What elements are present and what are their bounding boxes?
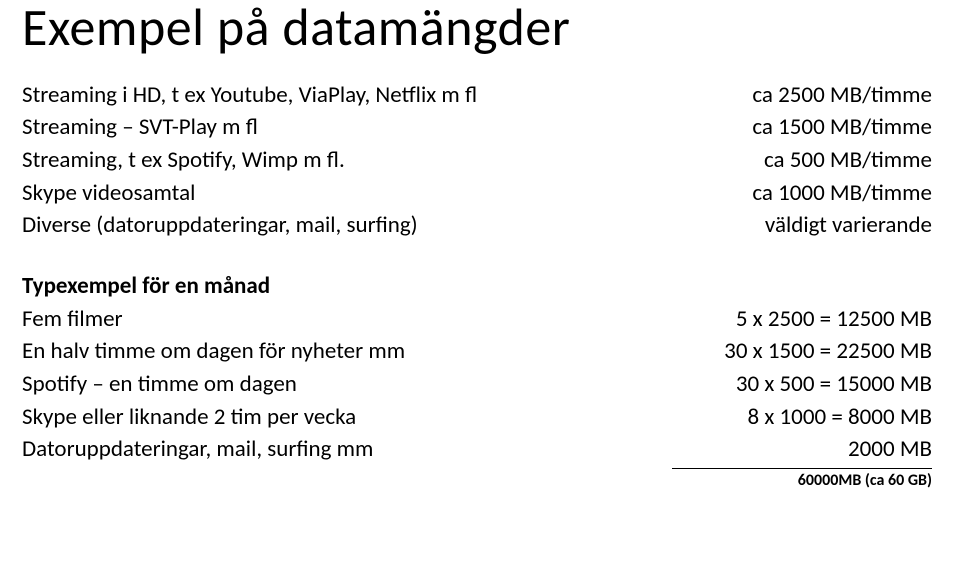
slide: Exempel på datamängder Streaming i HD, t… <box>0 0 960 490</box>
example-heading: Typexempel för en månad <box>22 270 270 303</box>
example-label: Fem filmer <box>22 303 123 336</box>
total-underline: 60000MB (ca 60 GB) <box>672 468 932 490</box>
example-row: Skype eller liknande 2 tim per vecka 8 x… <box>22 401 932 434</box>
example-label: Spotify – en timme om dagen <box>22 368 297 401</box>
example-row: Datoruppdateringar, mail, surfing mm 200… <box>22 433 932 466</box>
example-value: 30 x 500 = 15000 MB <box>736 368 932 401</box>
slide-title: Exempel på datamängder <box>22 0 932 55</box>
usage-value: ca 1000 MB/timme <box>752 177 932 210</box>
example-label: Skype eller liknande 2 tim per vecka <box>22 401 356 434</box>
usage-row: Diverse (datoruppdateringar, mail, surfi… <box>22 209 932 242</box>
example-value: 30 x 1500 = 22500 MB <box>724 335 932 368</box>
total-value: 60000MB (ca 60 GB) <box>798 471 932 490</box>
usage-row: Streaming, t ex Spotify, Wimp m fl. ca 5… <box>22 144 932 177</box>
usage-label: Skype videosamtal <box>22 177 195 210</box>
example-value: 5 x 2500 = 12500 MB <box>736 303 932 336</box>
example-value: 8 x 1000 = 8000 MB <box>747 401 932 434</box>
example-heading-row: Typexempel för en månad <box>22 270 932 303</box>
usage-label: Streaming, t ex Spotify, Wimp m fl. <box>22 144 345 177</box>
usage-value: ca 1500 MB/timme <box>752 111 932 144</box>
usage-row: Skype videosamtal ca 1000 MB/timme <box>22 177 932 210</box>
usage-value: väldigt varierande <box>765 209 932 242</box>
usage-value: ca 500 MB/timme <box>764 144 932 177</box>
example-row: Fem filmer 5 x 2500 = 12500 MB <box>22 303 932 336</box>
example-label: En halv timme om dagen för nyheter mm <box>22 335 405 368</box>
section-gap <box>22 242 932 270</box>
usage-label: Streaming i HD, t ex Youtube, ViaPlay, N… <box>22 79 477 112</box>
example-label: Datoruppdateringar, mail, surfing mm <box>22 433 373 466</box>
usage-row: Streaming i HD, t ex Youtube, ViaPlay, N… <box>22 79 932 112</box>
example-row: Spotify – en timme om dagen 30 x 500 = 1… <box>22 368 932 401</box>
usage-row: Streaming – SVT-Play m fl ca 1500 MB/tim… <box>22 111 932 144</box>
example-value: 2000 MB <box>848 433 932 466</box>
usage-label: Diverse (datoruppdateringar, mail, surfi… <box>22 209 418 242</box>
total-row: 60000MB (ca 60 GB) <box>22 466 932 490</box>
usage-value: ca 2500 MB/timme <box>752 79 932 112</box>
example-row: En halv timme om dagen för nyheter mm 30… <box>22 335 932 368</box>
usage-label: Streaming – SVT-Play m fl <box>22 111 258 144</box>
